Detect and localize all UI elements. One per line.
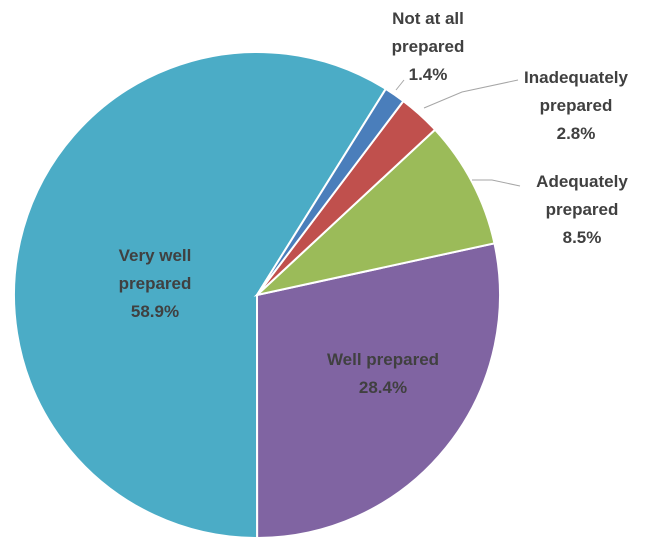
pie-slice: [253, 128, 496, 297]
category-label: Very well prepared: [118, 246, 192, 293]
leader-line: [423, 79, 519, 109]
pie-slice: [13, 51, 388, 539]
data-label: Well prepared 28.4%: [298, 346, 468, 402]
leader-line: [395, 79, 405, 91]
data-label: Adequately prepared 8.5%: [522, 168, 642, 252]
value-label: 28.4%: [358, 378, 408, 397]
category-label: Inadequately prepared: [524, 68, 628, 115]
data-label: Very well prepared 58.9%: [100, 242, 210, 326]
value-label: 1.4%: [408, 65, 448, 84]
data-label: Inadequately prepared 2.8%: [511, 64, 641, 148]
value-label: 2.8%: [556, 124, 596, 143]
category-label: Adequately prepared: [536, 172, 628, 219]
leader-line: [472, 179, 521, 187]
value-label: 58.9%: [130, 302, 180, 321]
category-label: Well prepared: [326, 350, 440, 369]
category-label: Not at all prepared: [391, 9, 465, 56]
pie-slice: [256, 87, 405, 296]
value-label: 8.5%: [562, 228, 602, 247]
data-label: Not at all prepared 1.4%: [373, 5, 483, 89]
pie-slice: [255, 242, 501, 539]
